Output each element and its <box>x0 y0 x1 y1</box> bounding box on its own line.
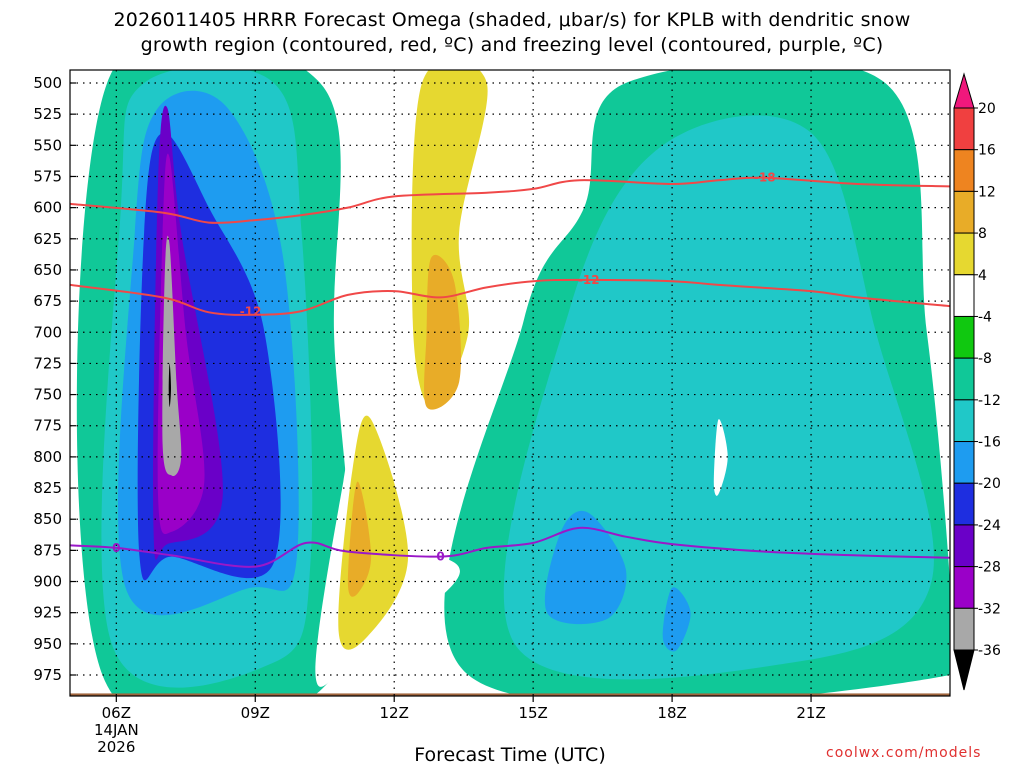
colorbar-top-triangle <box>953 72 975 109</box>
dgz-contour-label-2: -12 <box>240 304 262 318</box>
colorbar-band-12 <box>953 607 975 651</box>
colorbar-band-11 <box>953 566 975 609</box>
grid-lines <box>70 70 950 696</box>
colorbar-band-3 <box>953 232 975 276</box>
y-tick-label-775: 775 <box>33 417 62 435</box>
y-tick-label-700: 700 <box>33 323 62 341</box>
colorbar-label-13: -36 <box>978 643 1001 659</box>
colorbar-band-1 <box>953 149 975 192</box>
colorbar-label-2: 12 <box>978 184 996 200</box>
freezing-level-label-0: 0 <box>112 541 120 555</box>
dgz-contour-label-0: -18 <box>754 171 776 185</box>
colorbar-label-3: 8 <box>978 226 987 242</box>
dgz-contour-0 <box>70 176 950 224</box>
colorbar-label-0: 20 <box>978 101 996 117</box>
y-tick-label-550: 550 <box>33 136 62 154</box>
colorbar-band-4 <box>953 274 975 317</box>
colorbar-band-0 <box>953 107 975 151</box>
colorbar-label-10: -24 <box>978 518 1001 534</box>
dgz-contour-1 <box>70 278 950 316</box>
plot-frame <box>69 69 951 697</box>
x-tick-year: 2026 <box>97 738 135 756</box>
freezing-level-label-1: 0 <box>436 550 444 564</box>
x-axis-label: Forecast Time (UTC) <box>414 744 606 766</box>
colorbar-band-6 <box>953 357 975 401</box>
y-tick-label-675: 675 <box>33 292 62 310</box>
colorbar-label-1: 16 <box>978 143 996 159</box>
y-tick-label-750: 750 <box>33 386 62 404</box>
y-tick-label-650: 650 <box>33 261 62 279</box>
credit-text: coolwx.com/models <box>826 745 982 761</box>
y-tick-label-975: 975 <box>33 666 62 684</box>
y-tick-label-725: 725 <box>33 354 62 372</box>
y-tick-label-800: 800 <box>33 448 62 466</box>
y-tick-label-525: 525 <box>33 105 62 123</box>
freezing-level-line <box>70 526 950 568</box>
x-tick-date: 14JAN <box>94 721 139 739</box>
y-tick-label-625: 625 <box>33 230 62 248</box>
x-tick-label-15Z: 15Z <box>518 704 547 722</box>
omega-region-10 <box>544 510 627 625</box>
colorbar-label-8: -16 <box>978 435 1001 451</box>
omega-region-6 <box>162 235 182 477</box>
colorbar-label-12: -32 <box>978 601 1001 617</box>
colorbar-label-9: -20 <box>978 476 1001 492</box>
y-tick-label-900: 900 <box>33 573 62 591</box>
colorbar: 20 16 12 8 4 -4 -8 -12 -16 -20 -24 -28 -32 -36 <box>953 72 1001 691</box>
axes: 500 525 550 575 600 625 650 675 700 725 750 775 800 8… <box>33 69 951 756</box>
omega-region-7 <box>168 363 171 407</box>
colorbar-label-6: -8 <box>978 351 992 367</box>
x-tick-label-21Z: 21Z <box>796 704 825 722</box>
chart-title-line1: 2026011405 HRRR Forecast Omega (shaded, … <box>113 9 911 31</box>
colorbar-bottom-triangle <box>953 649 975 691</box>
y-tick-label-825: 825 <box>33 479 62 497</box>
omega-shading <box>70 70 950 696</box>
y-tick-label-575: 575 <box>33 167 62 185</box>
ground-bar <box>70 693 950 696</box>
colorbar-label-7: -12 <box>978 393 1001 409</box>
x-tick-label-06Z: 06Z <box>102 704 131 722</box>
x-tick-label-09Z: 09Z <box>241 704 270 722</box>
y-tick-label-600: 600 <box>33 199 62 217</box>
chart-title: 2026011405 HRRR Forecast Omega (shaded, … <box>0 8 1024 58</box>
colorbar-label-11: -28 <box>978 560 1001 576</box>
omega-region-14 <box>424 254 462 410</box>
chart-title-line2: growth region (contoured, red, ºC) and f… <box>140 34 884 56</box>
y-tick-label-875: 875 <box>33 541 62 559</box>
colorbar-band-10 <box>953 524 975 568</box>
colorbar-label-5: -4 <box>978 309 992 325</box>
omega-region-11 <box>662 587 691 652</box>
omega-region-9 <box>503 115 934 680</box>
colorbar-label-4: 4 <box>978 268 987 284</box>
colorbar-band-8 <box>953 441 975 484</box>
y-tick-label-500: 500 <box>33 74 62 92</box>
x-tick-label-18Z: 18Z <box>657 704 686 722</box>
colorbar-band-7 <box>953 399 975 443</box>
colorbar-band-5 <box>953 315 975 359</box>
y-tick-label-925: 925 <box>33 604 62 622</box>
dgz-contour-label-1: -12 <box>578 273 600 287</box>
contour-lines: -18 -12 -12 0 0 <box>70 171 950 568</box>
colorbar-band-2 <box>953 190 975 234</box>
colorbar-band-9 <box>953 482 975 526</box>
y-tick-label-950: 950 <box>33 635 62 653</box>
y-tick-label-850: 850 <box>33 510 62 528</box>
omega-region-17 <box>347 481 372 597</box>
x-tick-label-12Z: 12Z <box>380 704 409 722</box>
